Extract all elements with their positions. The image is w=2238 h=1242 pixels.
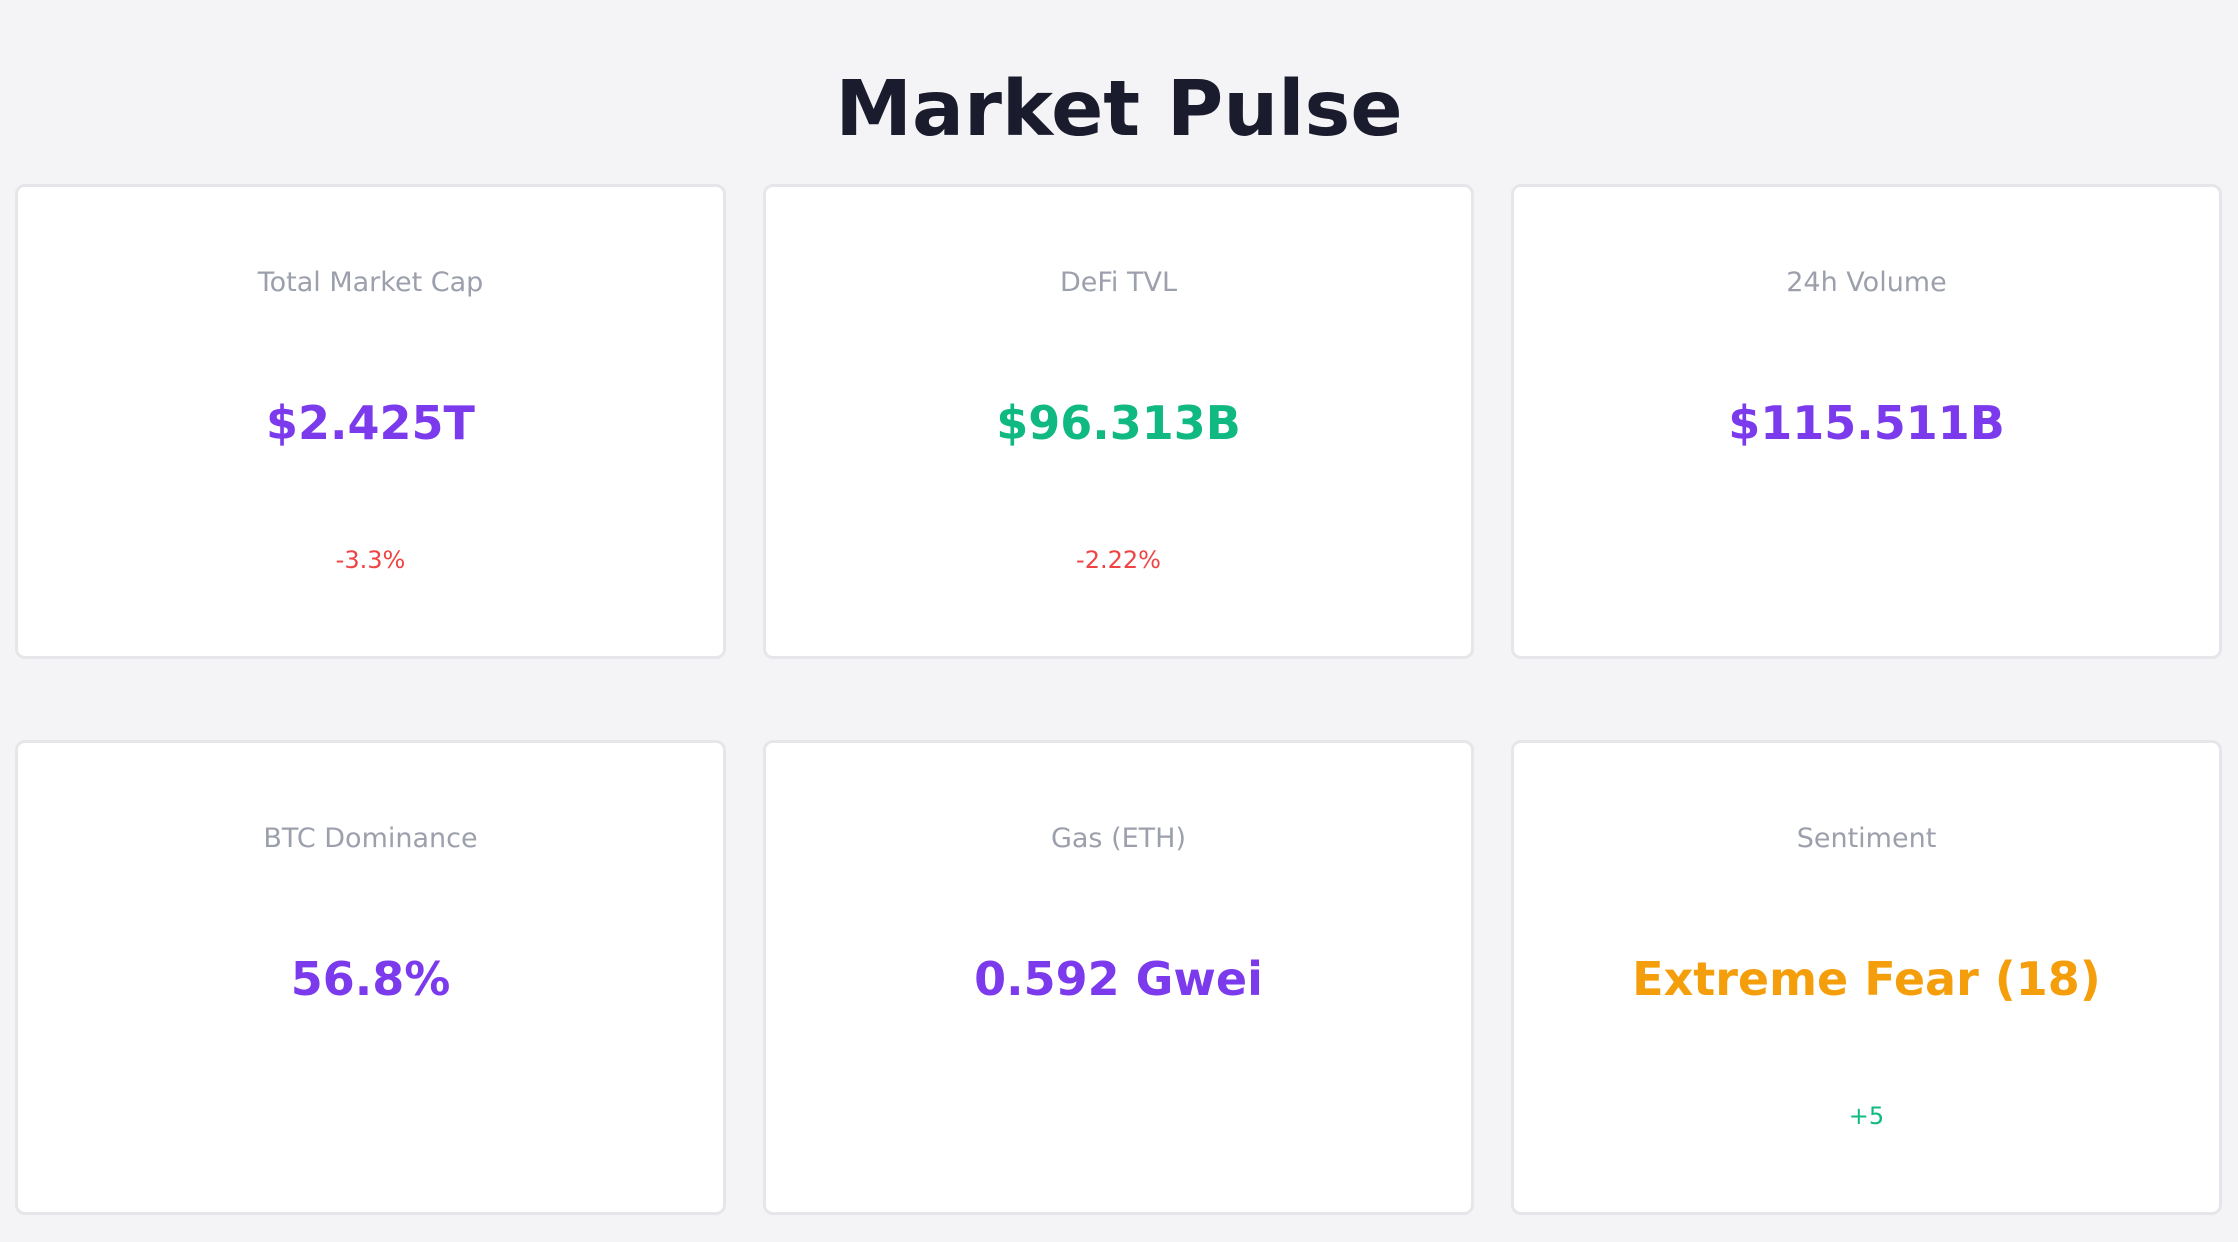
card-label: Gas (ETH) [1050, 823, 1187, 854]
card-gas-eth: Gas (ETH) 0.592 Gwei [763, 740, 1474, 1215]
card-value: $115.511B [1728, 396, 2005, 450]
card-sentiment: Sentiment Extreme Fear (18) +5 [1511, 740, 2222, 1215]
card-label: BTC Dominance [263, 823, 478, 854]
card-total-market-cap: Total Market Cap $2.425T -3.3% [15, 184, 726, 659]
card-change: -2.22% [1076, 546, 1161, 574]
page-title: Market Pulse [835, 65, 1403, 154]
card-value: $2.425T [266, 396, 475, 450]
card-change: +5 [1848, 1102, 1885, 1130]
card-value: 56.8% [290, 952, 451, 1006]
card-change: -3.3% [335, 546, 406, 574]
card-label: DeFi TVL [1059, 267, 1178, 298]
card-defi-tvl: DeFi TVL $96.313B -2.22% [763, 184, 1474, 659]
card-value: Extreme Fear (18) [1632, 952, 2101, 1006]
card-24h-volume: 24h Volume $115.511B [1511, 184, 2222, 659]
card-value: $96.313B [996, 396, 1241, 450]
card-label: 24h Volume [1786, 267, 1947, 298]
card-label: Sentiment [1796, 823, 1937, 854]
card-value: 0.592 Gwei [974, 952, 1263, 1006]
card-label: Total Market Cap [257, 267, 484, 298]
card-btc-dominance: BTC Dominance 56.8% [15, 740, 726, 1215]
